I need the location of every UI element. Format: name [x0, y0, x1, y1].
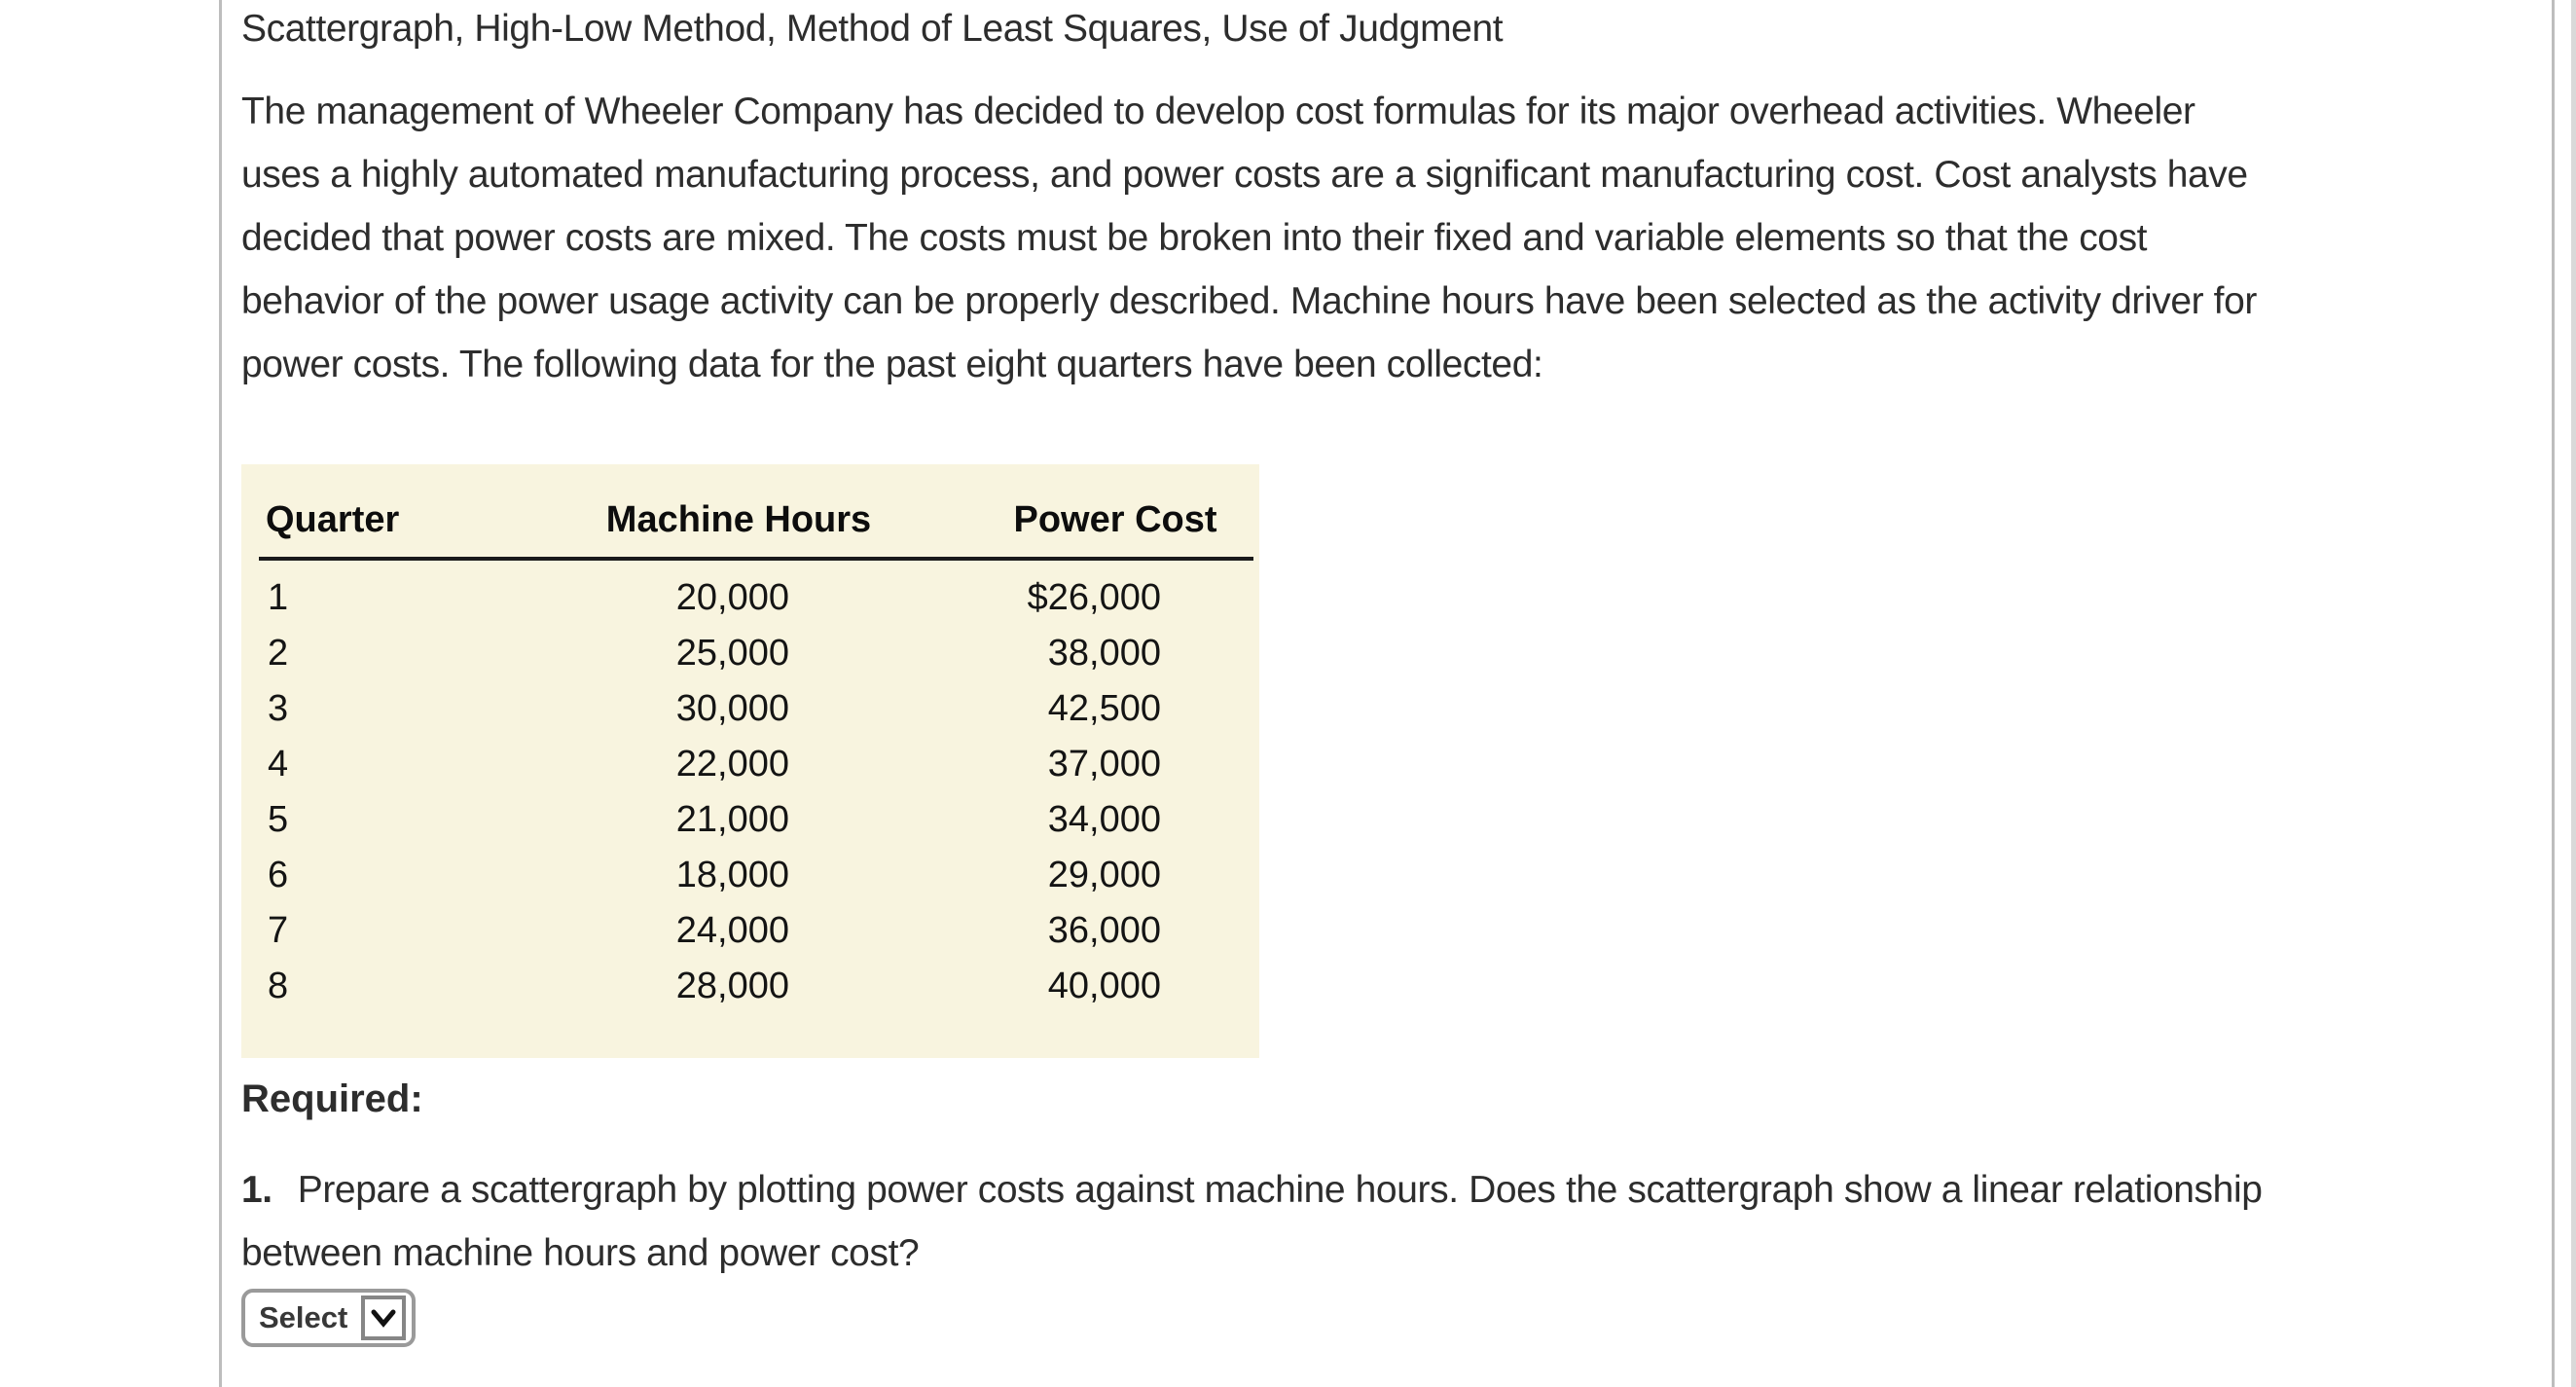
machine-hours-cell: 21,000 [675, 799, 789, 840]
power-cost-cell: 37,000 [1047, 744, 1161, 785]
question-1-line1: 1. Prepare a scattergraph by plotting pow… [241, 1158, 2552, 1222]
machine-hours-cell: 25,000 [675, 633, 789, 674]
quarter-cell: 5 [268, 799, 289, 840]
column-header-power-cost: Power Cost [1013, 499, 1217, 540]
quarter-cell: 2 [268, 633, 289, 674]
question-panel: Scattergraph, High-Low Method, Method of… [219, 0, 2555, 1387]
table-row: 2 25,000 38,000 [241, 626, 1259, 681]
power-cost-cell: 29,000 [1047, 855, 1161, 895]
question-1: 1. Prepare a scattergraph by plotting pow… [241, 1158, 2552, 1285]
column-header-quarter: Quarter [266, 499, 400, 540]
required-heading: Required: [241, 1077, 423, 1120]
answer-select-dropdown[interactable]: Select [241, 1289, 417, 1347]
power-cost-cell: 40,000 [1047, 966, 1161, 1006]
table-body: 1 20,000 $26,000 2 25,000 38,000 3 30,000 42,500… [241, 561, 1259, 1058]
quarter-cell: 8 [268, 966, 289, 1006]
power-cost-cell: $26,000 [1027, 577, 1161, 618]
quarter-cell: 1 [268, 577, 289, 618]
table-header-row: Quarter Machine Hours Power Cost [241, 464, 1259, 557]
select-dropdown-label: Select [259, 1300, 348, 1334]
problem-statement: The management of Wheeler Company has de… [241, 80, 2552, 396]
question-1-number: 1. [241, 1169, 272, 1211]
machine-hours-cell: 24,000 [675, 910, 789, 951]
quarter-cell: 4 [268, 744, 289, 785]
quarterly-data-table: Quarter Machine Hours Power Cost 1 20,000… [241, 464, 1259, 1058]
power-cost-cell: 42,500 [1047, 688, 1161, 729]
power-cost-cell: 38,000 [1047, 633, 1161, 674]
table-row: 3 30,000 42,500 [241, 681, 1259, 737]
machine-hours-cell: 20,000 [675, 577, 789, 618]
power-cost-cell: 34,000 [1047, 799, 1161, 840]
problem-statement-line: behavior of the power usage activity can… [241, 280, 2257, 322]
problem-statement-line: uses a highly automated manufacturing pr… [241, 154, 2248, 196]
machine-hours-cell: 28,000 [675, 966, 789, 1006]
table-row: 4 22,000 37,000 [241, 737, 1259, 792]
chevron-down-icon [371, 1308, 396, 1328]
machine-hours-cell: 30,000 [675, 688, 789, 729]
machine-hours-cell: 18,000 [675, 855, 789, 895]
machine-hours-cell: 22,000 [675, 744, 789, 785]
table-row: 8 28,000 40,000 [241, 959, 1259, 1014]
page-title: Scattergraph, High-Low Method, Method of… [241, 8, 1504, 50]
column-header-machine-hours: Machine Hours [605, 499, 872, 540]
vertical-scrollbar-edge [2571, 0, 2576, 1387]
table-row: 7 24,000 36,000 [241, 903, 1259, 959]
problem-statement-line: The management of Wheeler Company has de… [241, 91, 2195, 132]
problem-statement-line: decided that power costs are mixed. The … [241, 217, 2148, 259]
table-row: 5 21,000 34,000 [241, 792, 1259, 848]
question-1-text: Prepare a scattergraph by plotting power… [297, 1169, 2263, 1211]
table-row: 1 20,000 $26,000 [241, 570, 1259, 626]
select-dropdown-arrow-button[interactable] [361, 1296, 407, 1340]
header-divider [259, 557, 1253, 561]
question-1-line2: between machine hours and power cost? [241, 1232, 920, 1274]
problem-statement-line: power costs. The following data for the … [241, 344, 1543, 385]
quarter-cell: 7 [268, 910, 289, 951]
table-row: 6 18,000 29,000 [241, 848, 1259, 903]
power-cost-cell: 36,000 [1047, 910, 1161, 951]
quarter-cell: 6 [268, 855, 289, 895]
quarter-cell: 3 [268, 688, 289, 729]
